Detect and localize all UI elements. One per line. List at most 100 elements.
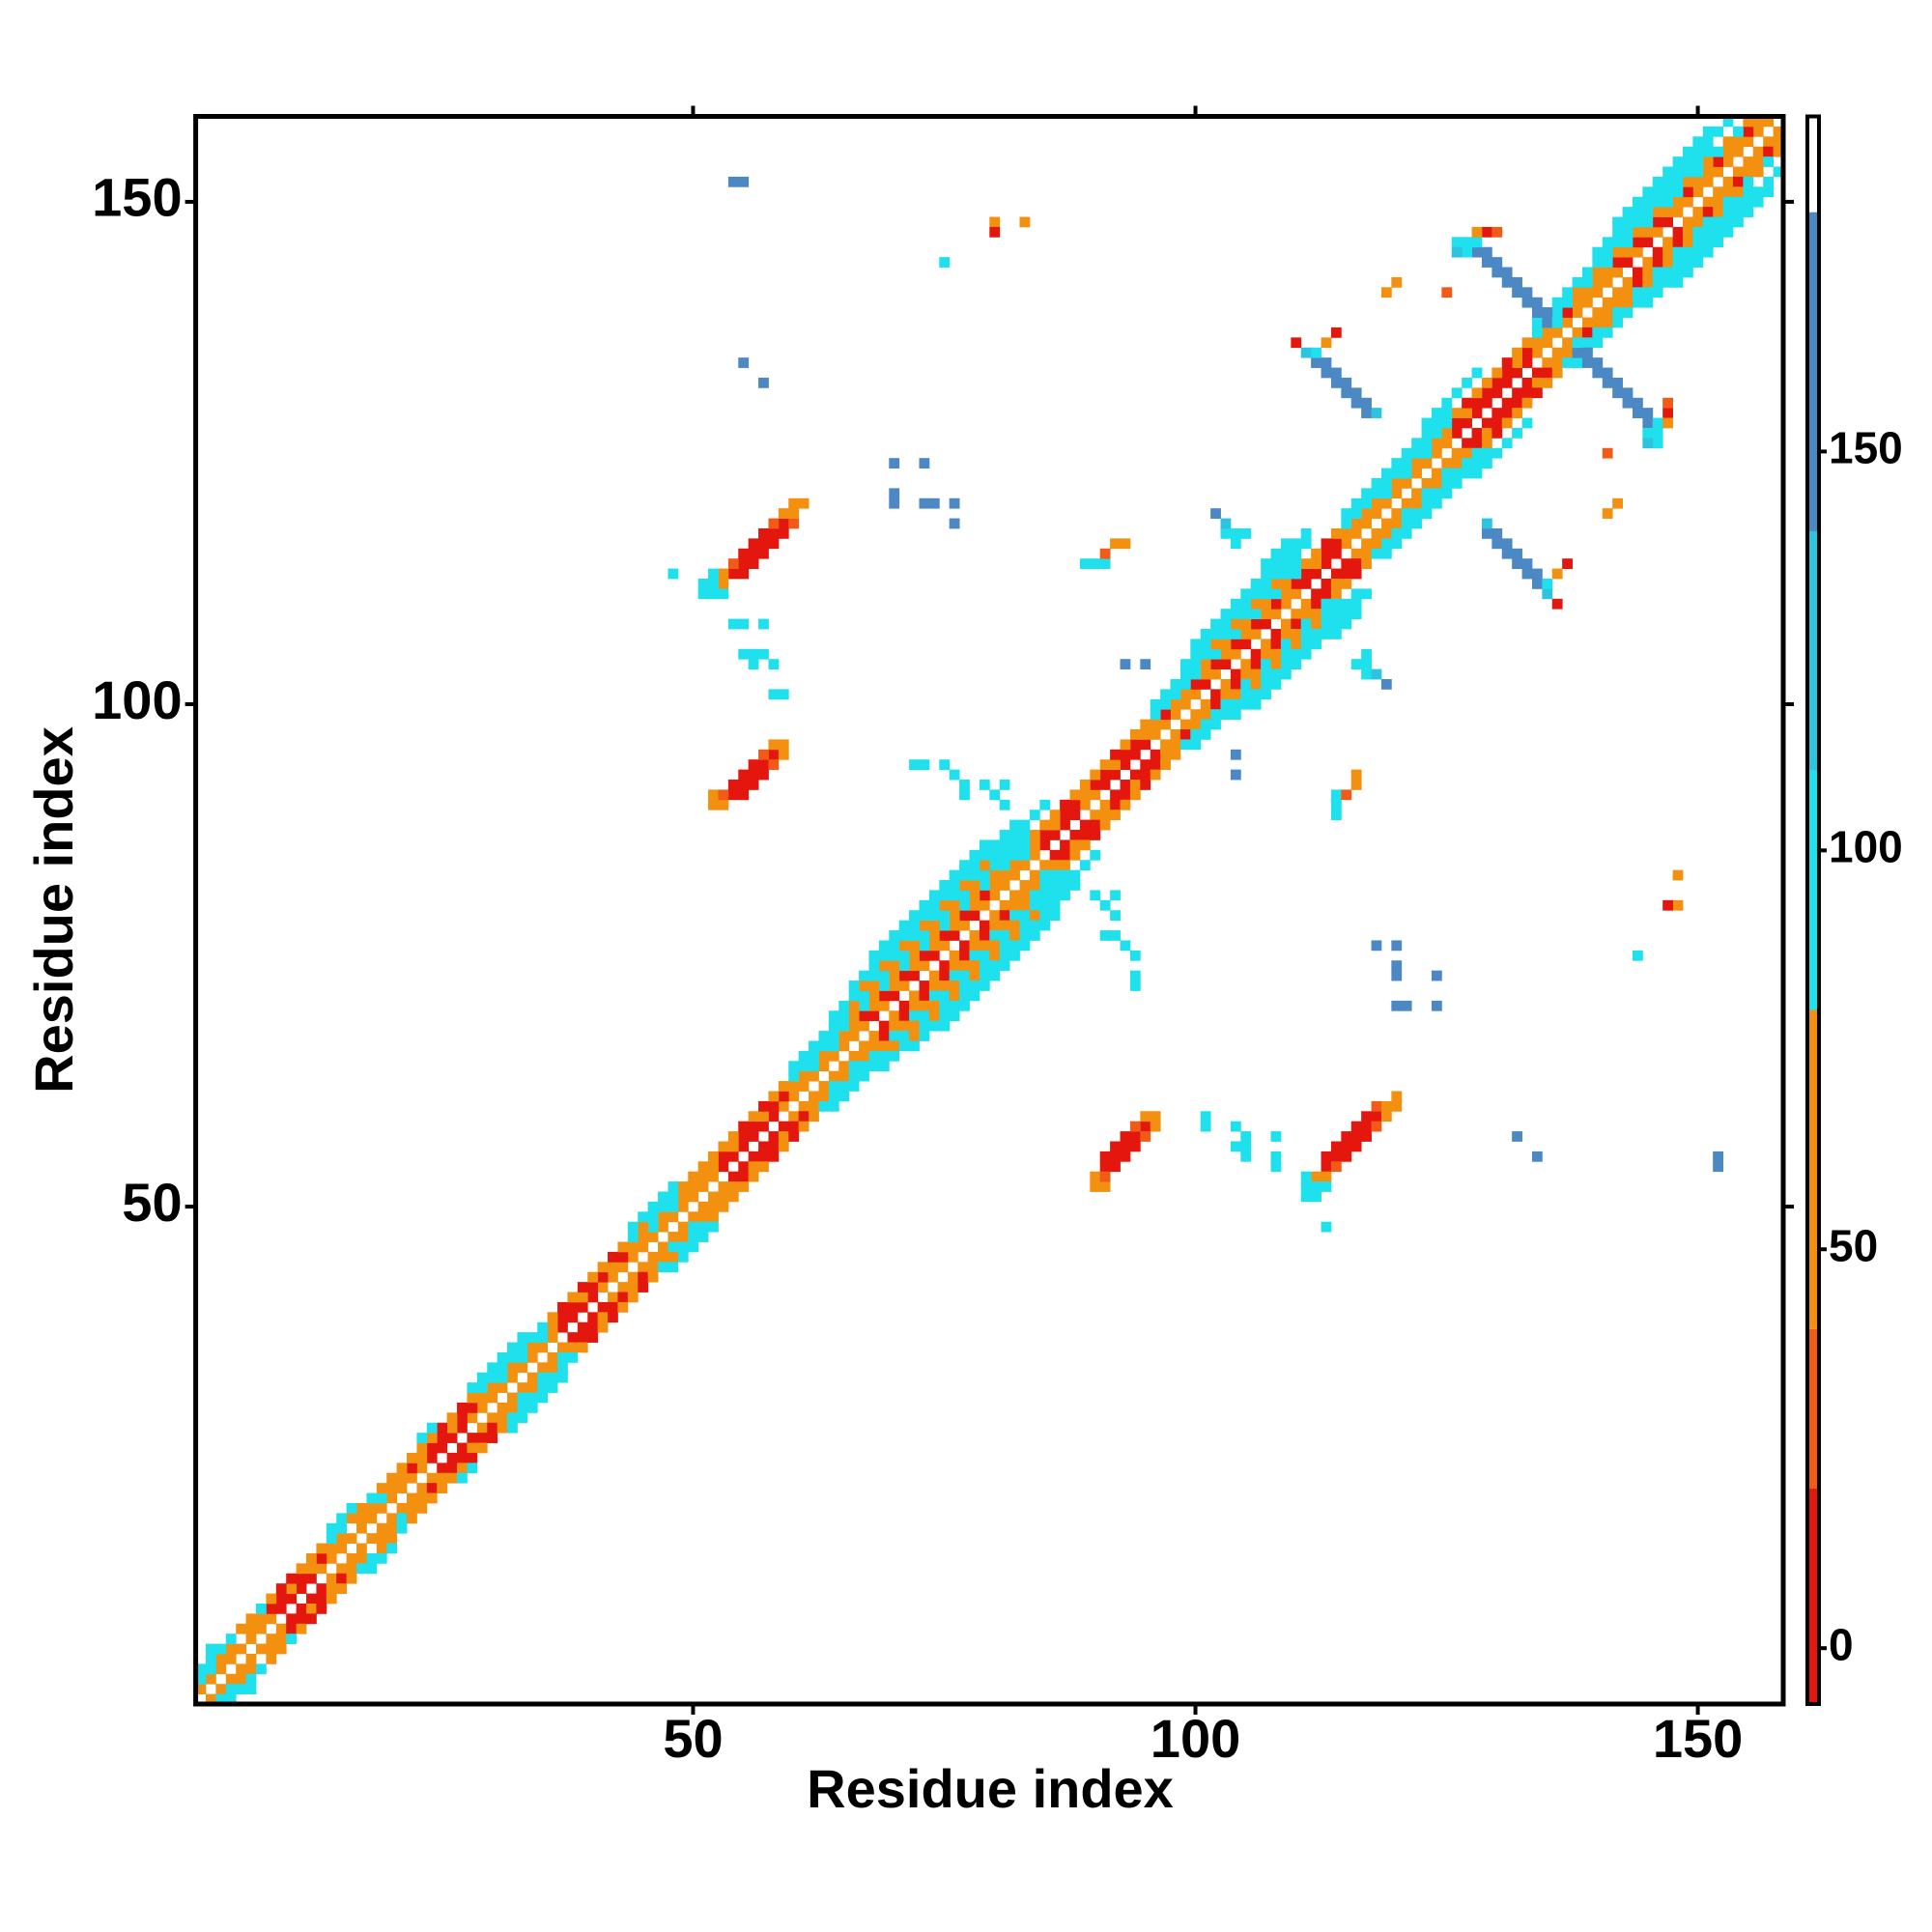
heatmap-cell bbox=[1763, 186, 1774, 198]
heatmap-cell bbox=[878, 1050, 890, 1062]
heatmap-cell bbox=[1380, 287, 1392, 298]
heatmap-cell bbox=[1521, 397, 1533, 409]
heatmap-cell bbox=[979, 899, 990, 911]
heatmap-cell bbox=[1220, 518, 1232, 529]
heatmap-cell bbox=[868, 980, 880, 991]
heatmap-cell bbox=[1702, 126, 1714, 137]
heatmap-cell bbox=[1250, 578, 1262, 589]
heatmap-cell bbox=[437, 1442, 448, 1454]
heatmap-cell bbox=[889, 950, 900, 961]
heatmap-cell bbox=[1200, 698, 1211, 710]
heatmap-cell bbox=[266, 1613, 277, 1625]
heatmap-cell bbox=[1321, 578, 1332, 589]
heatmap-cell bbox=[889, 970, 900, 981]
heatmap-cell bbox=[446, 1412, 458, 1424]
heatmap-cell bbox=[959, 860, 970, 871]
heatmap-cell bbox=[1009, 930, 1020, 941]
heatmap-cell bbox=[1009, 849, 1020, 861]
heatmap-cell bbox=[1311, 618, 1321, 630]
heatmap-cell bbox=[1039, 839, 1051, 851]
heatmap-cell bbox=[376, 1522, 387, 1534]
heatmap-cell bbox=[1492, 257, 1503, 268]
heatmap-cell bbox=[1542, 588, 1553, 600]
heatmap-cell bbox=[1270, 598, 1282, 610]
heatmap-cell bbox=[1622, 237, 1634, 248]
heatmap-cell bbox=[848, 1031, 860, 1041]
y-tick-label: 50 bbox=[122, 1172, 182, 1233]
heatmap-cell bbox=[1140, 739, 1151, 751]
heatmap-cell bbox=[1330, 618, 1342, 630]
heatmap-cell bbox=[677, 1241, 689, 1253]
heatmap-cell bbox=[1722, 226, 1734, 238]
heatmap-cell bbox=[1230, 689, 1241, 700]
heatmap-cell bbox=[1722, 156, 1734, 167]
heatmap-cell bbox=[1110, 538, 1121, 550]
heatmap-cell bbox=[1542, 367, 1553, 379]
heatmap-cell bbox=[859, 1050, 869, 1062]
heatmap-cell bbox=[286, 1583, 298, 1594]
heatmap-cell bbox=[1210, 689, 1221, 700]
heatmap-cell bbox=[828, 1050, 839, 1062]
heatmap-cell bbox=[1311, 1171, 1321, 1182]
heatmap-cell bbox=[898, 960, 910, 972]
heatmap-cell bbox=[647, 1201, 659, 1212]
heatmap-cell bbox=[617, 1262, 629, 1273]
heatmap-cell bbox=[1380, 1100, 1392, 1112]
heatmap-cell bbox=[1110, 1151, 1121, 1162]
heatmap-cell bbox=[688, 1241, 699, 1253]
heatmap-cell bbox=[467, 1382, 478, 1393]
heatmap-cell bbox=[1280, 628, 1292, 639]
heatmap-cell bbox=[1341, 568, 1352, 580]
heatmap-cell bbox=[1702, 237, 1714, 248]
heatmap-cell bbox=[1200, 719, 1211, 730]
heatmap-cell bbox=[1622, 297, 1634, 308]
heatmap-cell bbox=[275, 1623, 287, 1634]
heatmap-cell bbox=[809, 1091, 819, 1102]
heatmap-cell bbox=[1361, 488, 1372, 499]
heatmap-cell bbox=[1220, 609, 1232, 619]
heatmap-cell bbox=[266, 1593, 277, 1605]
heatmap-cell bbox=[828, 1040, 839, 1052]
heatmap-cell bbox=[1069, 830, 1081, 840]
heatmap-cell bbox=[979, 839, 990, 851]
heatmap-cell bbox=[1190, 639, 1202, 650]
heatmap-cell bbox=[225, 1673, 237, 1685]
heatmap-cell bbox=[215, 1663, 227, 1675]
heatmap-cell bbox=[658, 1221, 668, 1233]
heatmap-cell bbox=[1350, 568, 1362, 580]
heatmap-cell bbox=[1300, 1191, 1312, 1203]
heatmap-cell bbox=[1612, 267, 1623, 278]
heatmap-cell bbox=[326, 1533, 337, 1544]
heatmap-cell bbox=[999, 910, 1010, 922]
heatmap-cell bbox=[497, 1362, 508, 1374]
heatmap-cell bbox=[1531, 377, 1543, 388]
heatmap-cell bbox=[1531, 307, 1543, 318]
heatmap-cell bbox=[1300, 538, 1312, 550]
heatmap-cell bbox=[1200, 648, 1211, 660]
heatmap-cell bbox=[1240, 668, 1252, 680]
heatmap-cell bbox=[1551, 598, 1563, 610]
heatmap-cell bbox=[1019, 860, 1031, 871]
heatmap-cell bbox=[196, 1663, 207, 1675]
heatmap-cell bbox=[1150, 719, 1161, 730]
heatmap-cell bbox=[647, 1271, 659, 1283]
heatmap-cell bbox=[487, 1412, 498, 1424]
heatmap-cell bbox=[1722, 216, 1734, 228]
heatmap-cell bbox=[1079, 558, 1091, 569]
heatmap-cell bbox=[798, 1050, 810, 1062]
heatmap-cell bbox=[1361, 659, 1372, 670]
heatmap-cell bbox=[1240, 598, 1252, 610]
heatmap-cell bbox=[1049, 849, 1061, 861]
heatmap-cell bbox=[1079, 789, 1091, 801]
heatmap-cell bbox=[507, 1351, 518, 1363]
heatmap-cell bbox=[1129, 1121, 1141, 1132]
heatmap-cell bbox=[1060, 799, 1070, 810]
heatmap-cell bbox=[1049, 899, 1061, 911]
heatmap-cell bbox=[1702, 156, 1714, 167]
heatmap-cell bbox=[919, 1000, 930, 1011]
heatmap-cell bbox=[1069, 799, 1081, 810]
heatmap-cell bbox=[1682, 146, 1693, 157]
heatmap-cell bbox=[738, 618, 750, 630]
heatmap-cell bbox=[1090, 849, 1101, 861]
heatmap-cell bbox=[1521, 297, 1533, 308]
